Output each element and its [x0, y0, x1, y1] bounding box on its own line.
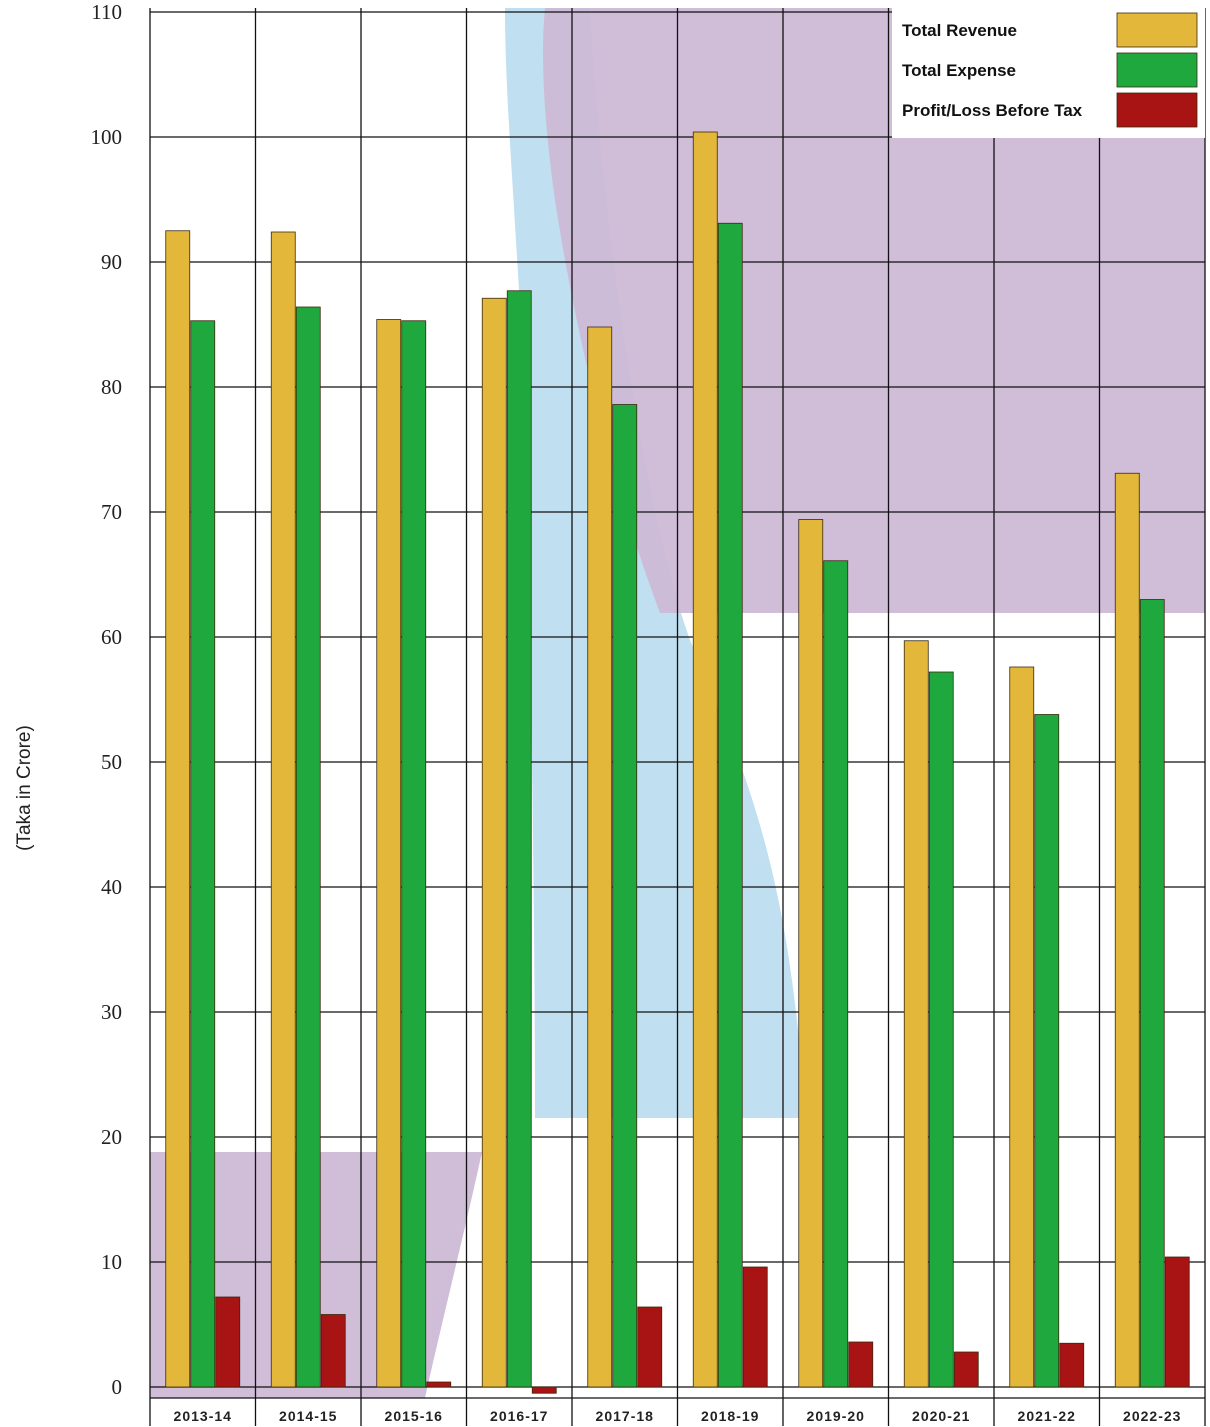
x-tick-label-2016-17: 2016-17: [490, 1408, 548, 1424]
bar-profit-loss-before-tax-2013-14: [215, 1296, 241, 1388]
bar-profit-loss-before-tax-2015-16: [426, 1381, 452, 1388]
bar-total-expense-2020-21: [928, 671, 954, 1388]
bar-total-expense-2017-18: [612, 404, 638, 1388]
bar-total-expense-2013-14: [190, 320, 216, 1388]
bar-profit-loss-before-tax-2021-22: [1059, 1342, 1085, 1388]
bar-profit-loss-before-tax-2017-18: [637, 1306, 663, 1388]
bar-profit-loss-before-tax-2018-19: [742, 1266, 768, 1388]
x-tick-label-2020-21: 2020-21: [912, 1408, 970, 1424]
y-tick-label-20: 20: [101, 1125, 122, 1149]
y-tick-label-40: 40: [101, 875, 122, 899]
x-tick-label-2017-18: 2017-18: [596, 1408, 654, 1424]
bar-profit-loss-before-tax-2016-17: [531, 1386, 557, 1394]
bar-profit-loss-before-tax-2019-20: [848, 1341, 874, 1388]
bar-total-expense-2022-23: [1139, 599, 1165, 1388]
x-tick-label-2015-16: 2015-16: [385, 1408, 443, 1424]
x-tick-label-2013-14: 2013-14: [174, 1408, 232, 1424]
bar-total-expense-2015-16: [401, 320, 427, 1388]
chart-legend: Total Revenue Total Expense Profit/Loss Be…: [892, 8, 1205, 138]
bar-total-revenue-2020-21: [903, 640, 929, 1388]
bar-total-revenue-2016-17: [481, 297, 507, 1388]
bar-total-expense-2016-17: [506, 290, 532, 1388]
x-tick-label-2021-22: 2021-22: [1018, 1408, 1076, 1424]
bar-total-expense-2019-20: [823, 560, 849, 1388]
bar-total-expense-2021-22: [1034, 714, 1060, 1388]
chart-grid: [149, 8, 1206, 1426]
y-tick-label-100: 100: [91, 125, 123, 149]
y-tick-label-60: 60: [101, 625, 122, 649]
legend-label-total-revenue: Total Revenue: [902, 21, 1017, 40]
y-tick-label-90: 90: [101, 250, 122, 274]
legend-swatch-profit-loss-before-tax: [1116, 92, 1198, 128]
legend-label-total-expense: Total Expense: [902, 61, 1016, 80]
legend-label-profit-loss-before-tax: Profit/Loss Before Tax: [902, 101, 1083, 120]
bar-total-revenue-2018-19: [692, 131, 718, 1388]
bar-profit-loss-before-tax-2020-21: [953, 1351, 979, 1388]
bar-total-revenue-2019-20: [798, 519, 824, 1388]
bar-profit-loss-before-tax-2022-23: [1164, 1256, 1190, 1388]
bar-total-revenue-2014-15: [270, 231, 296, 1388]
bar-total-revenue-2013-14: [165, 230, 191, 1388]
y-tick-label-0: 0: [112, 1375, 123, 1399]
bar-profit-loss-before-tax-2014-15: [320, 1314, 346, 1388]
bar-total-expense-2018-19: [717, 222, 743, 1388]
y-axis-label: (Taka in Crore): [14, 725, 35, 851]
legend-swatch-total-expense: [1116, 52, 1198, 88]
y-tick-label-110: 110: [91, 0, 122, 24]
y-axis-ticks: 0 10 20 30 40 50 60 70 80 90 100 110: [91, 0, 123, 1399]
bar-total-revenue-2015-16: [376, 319, 402, 1388]
x-axis-ticks: 2013-14 2014-15 2015-16 2016-17 2017-18 2018-…: [174, 1408, 1181, 1424]
x-tick-label-2014-15: 2014-15: [279, 1408, 337, 1424]
x-tick-label-2022-23: 2022-23: [1123, 1408, 1181, 1424]
y-tick-label-30: 30: [101, 1000, 122, 1024]
y-tick-label-80: 80: [101, 375, 122, 399]
legend-swatch-total-revenue: [1116, 12, 1198, 48]
chart-bars: [165, 131, 1190, 1394]
x-tick-label-2019-20: 2019-20: [807, 1408, 865, 1424]
bar-total-expense-2014-15: [295, 306, 321, 1388]
y-tick-label-50: 50: [101, 750, 122, 774]
y-tick-label-70: 70: [101, 500, 122, 524]
x-tick-label-2018-19: 2018-19: [701, 1408, 759, 1424]
bar-total-revenue-2021-22: [1009, 666, 1035, 1388]
y-tick-label-10: 10: [101, 1250, 122, 1274]
bar-total-revenue-2022-23: [1114, 472, 1140, 1388]
bar-total-revenue-2017-18: [587, 326, 613, 1388]
